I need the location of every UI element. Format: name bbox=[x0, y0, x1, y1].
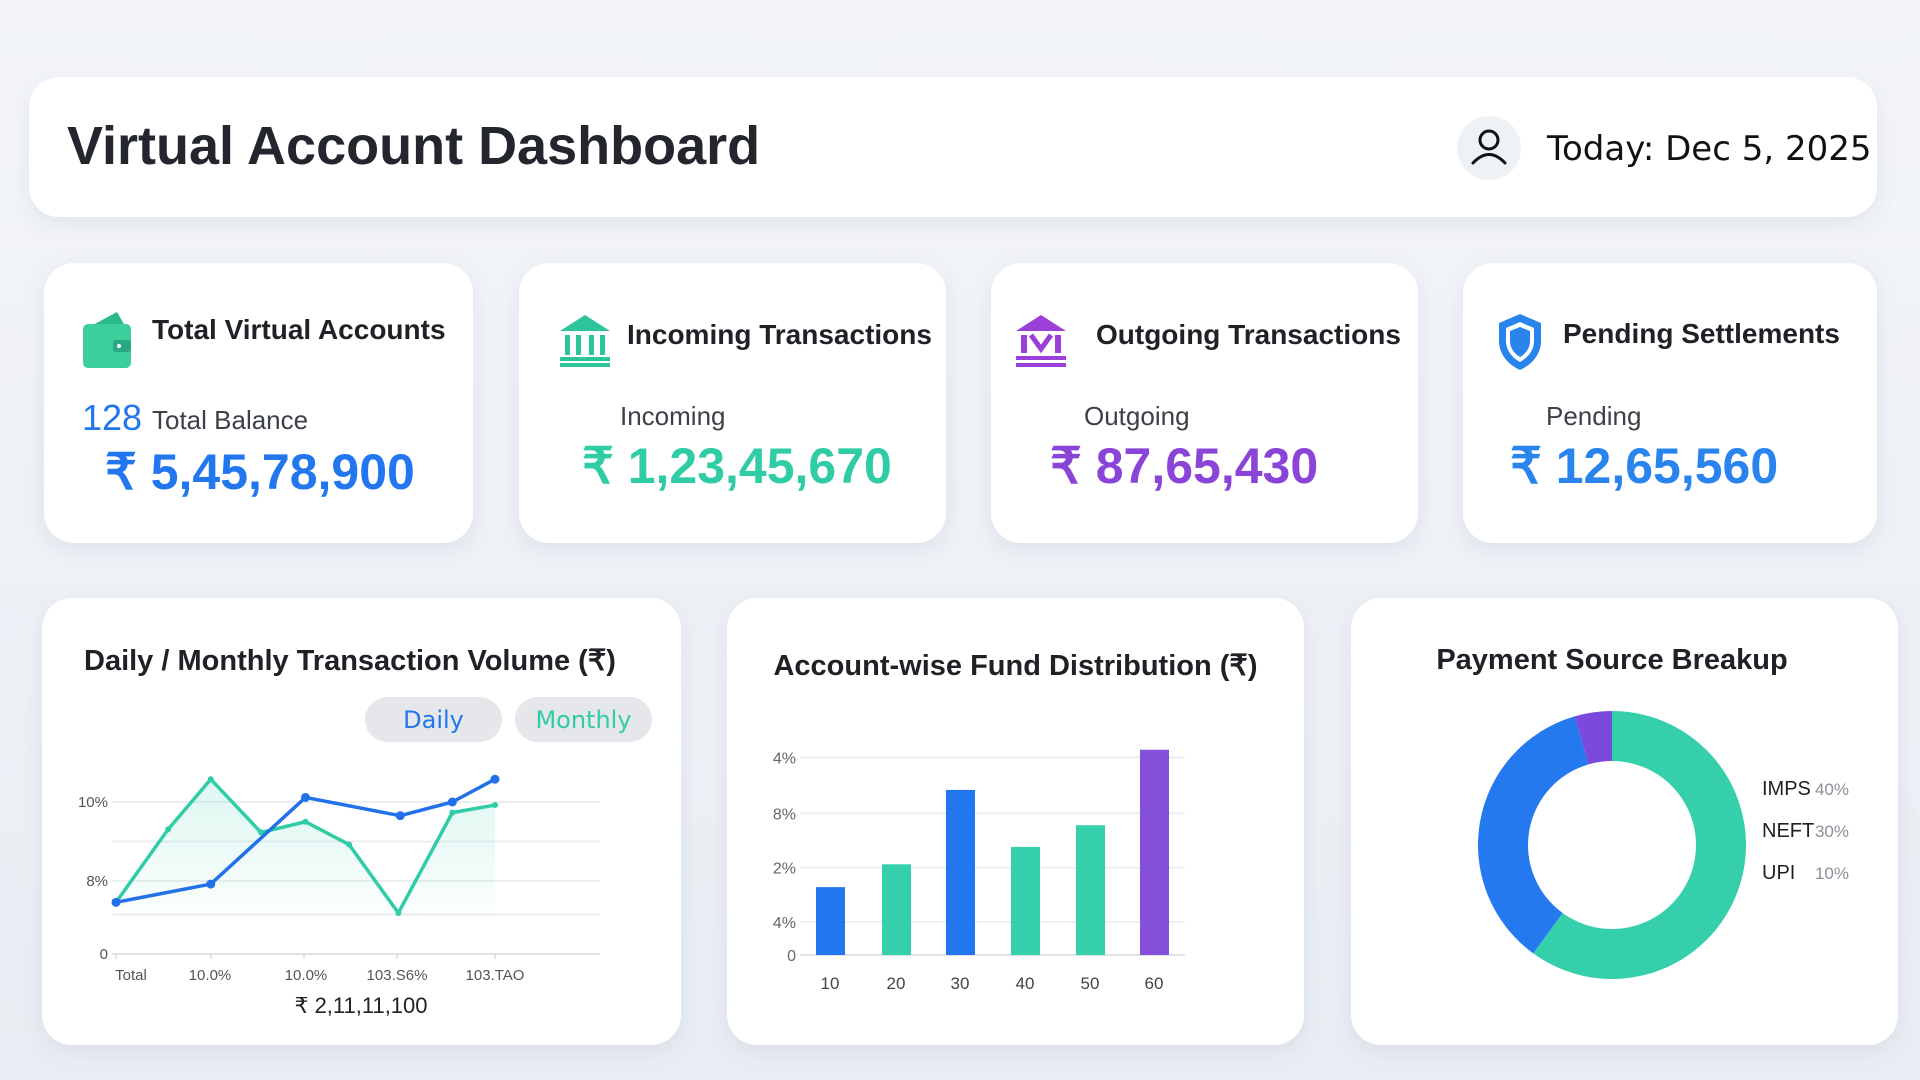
today-date: Today: Dec 5, 2025 bbox=[1547, 129, 1872, 169]
chart-title: Account-wise Fund Distribution (₹) bbox=[773, 650, 1258, 682]
avatar[interactable] bbox=[1457, 116, 1521, 180]
kpi-card-pending-settlements[interactable]: Pending Settlements Pending ₹ 12,65,560 bbox=[1463, 263, 1877, 543]
user-icon bbox=[1471, 129, 1507, 165]
kpi-amount: ₹ 1,23,45,670 bbox=[582, 438, 892, 494]
kpi-title: Incoming Transactions bbox=[627, 319, 932, 350]
kpi-amount: ₹ 12,65,560 bbox=[1510, 438, 1779, 494]
kpi-title: Outgoing Transactions bbox=[1096, 319, 1401, 350]
fund-distribution-card: Account-wise Fund Distribution (₹) bbox=[727, 598, 1304, 1045]
kpi-card-incoming-transactions[interactable]: Incoming Transactions Incoming ₹ 1,23,45… bbox=[519, 263, 946, 543]
kpi-sublabel: Pending bbox=[1546, 401, 1642, 431]
kpi-card-outgoing-transactions[interactable]: Outgoing Transactions Outgoing ₹ 87,65,4… bbox=[991, 263, 1418, 543]
kpi-card-total-virtual-accounts[interactable]: Total Virtual Accounts 128 Total Balance… bbox=[44, 263, 473, 543]
kpi-amount: ₹ 87,65,430 bbox=[1050, 438, 1319, 494]
kpi-sublabel: Outgoing bbox=[1084, 401, 1190, 431]
daily-toggle-button[interactable]: Daily bbox=[365, 697, 502, 742]
header-bar: Virtual Account Dashboard Today: Dec 5, … bbox=[29, 77, 1877, 217]
chart-title: Daily / Monthly Transaction Volume (₹) bbox=[84, 645, 616, 677]
page-title: Virtual Account Dashboard bbox=[67, 116, 761, 176]
kpi-count: 128 bbox=[82, 397, 143, 438]
kpi-sublabel: Incoming bbox=[620, 401, 726, 431]
monthly-toggle-button[interactable]: Monthly bbox=[515, 697, 652, 742]
wallet-icon bbox=[83, 312, 131, 368]
bank-outgoing-icon bbox=[1016, 315, 1066, 367]
kpi-amount: ₹ 5,45,78,900 bbox=[105, 444, 415, 500]
kpi-title: Total Virtual Accounts bbox=[152, 314, 446, 345]
kpi-title: Pending Settlements bbox=[1563, 318, 1840, 349]
shield-icon bbox=[1499, 314, 1541, 370]
transaction-volume-card: Daily / Monthly Transaction Volume (₹) D… bbox=[42, 598, 681, 1045]
payment-source-card: Payment Source Breakup bbox=[1351, 598, 1898, 1045]
bank-icon bbox=[560, 315, 610, 367]
chart-title: Payment Source Breakup bbox=[1436, 644, 1788, 676]
kpi-sublabel: Total Balance bbox=[152, 405, 309, 435]
